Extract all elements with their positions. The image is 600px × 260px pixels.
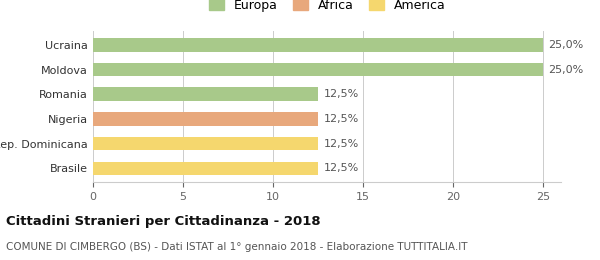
- Bar: [93, 63, 543, 76]
- Text: 12,5%: 12,5%: [323, 163, 359, 173]
- Text: 25,0%: 25,0%: [548, 40, 584, 50]
- Text: 12,5%: 12,5%: [323, 114, 359, 124]
- Text: 25,0%: 25,0%: [548, 64, 584, 75]
- Text: 12,5%: 12,5%: [323, 139, 359, 149]
- Bar: [93, 87, 318, 101]
- Bar: [93, 137, 318, 151]
- Text: 12,5%: 12,5%: [323, 89, 359, 99]
- Legend: Europa, Africa, America: Europa, Africa, America: [205, 0, 449, 16]
- Text: Cittadini Stranieri per Cittadinanza - 2018: Cittadini Stranieri per Cittadinanza - 2…: [6, 214, 320, 228]
- Bar: [93, 161, 318, 175]
- Bar: [93, 38, 543, 52]
- Bar: [93, 112, 318, 126]
- Text: COMUNE DI CIMBERGO (BS) - Dati ISTAT al 1° gennaio 2018 - Elaborazione TUTTITALI: COMUNE DI CIMBERGO (BS) - Dati ISTAT al …: [6, 242, 467, 252]
